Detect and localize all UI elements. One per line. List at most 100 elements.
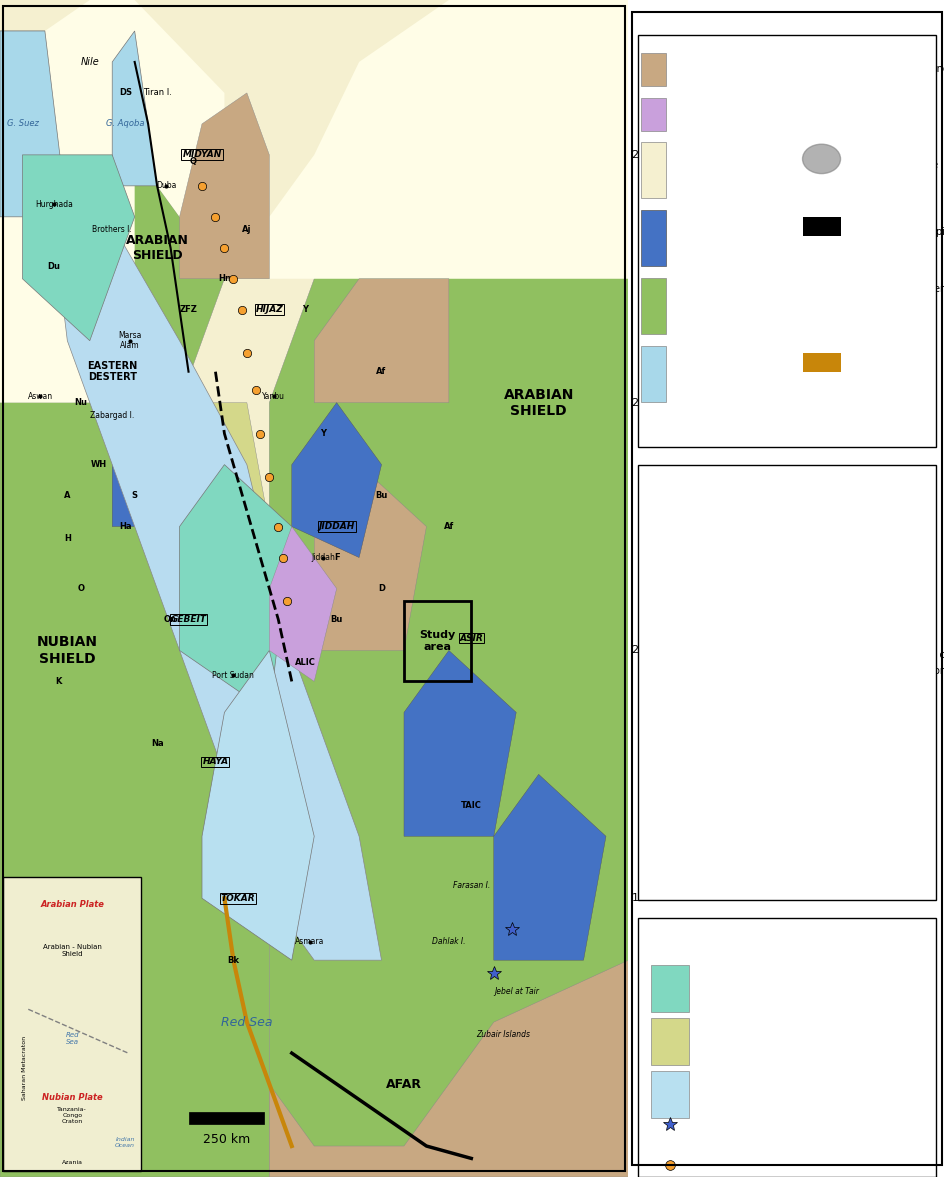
Text: Aj: Aj [242,225,251,234]
Polygon shape [0,155,135,403]
Bar [649,1018,688,1065]
Text: Yanbu suture: Yanbu suture [834,683,897,692]
Text: Zubair Islands: Zubair Islands [475,1030,530,1039]
Text: Aswan: Aswan [27,392,53,401]
Text: Tihama Asir igneous  complex: Tihama Asir igneous complex [834,650,944,659]
Bar [649,965,688,1012]
Text: Y: Y [302,305,308,314]
Text: Ha: Ha [119,523,132,531]
Text: Red
Sea: Red Sea [65,1032,79,1045]
Text: H: H [64,534,71,544]
Polygon shape [313,279,448,403]
Text: Late-stage continental
rifting: Late-stage continental rifting [698,978,807,999]
Text: ARABIAN
SHIELD: ARABIAN SHIELD [503,387,573,418]
Bar [3,877,142,1171]
Text: F: F [333,553,339,563]
Text: Terrane boundary:
suture, shear zone: Terrane boundary: suture, shear zone [846,148,937,169]
Bar [640,53,666,86]
Text: On: On [164,614,177,624]
Polygon shape [179,465,292,712]
Text: Fault and shear zone: Fault and shear zone [644,35,746,45]
Bar [640,211,666,266]
Text: Bu: Bu [644,600,658,610]
Polygon shape [313,465,426,651]
Text: Asmara: Asmara [295,937,324,946]
Text: D: D [644,617,651,626]
Polygon shape [269,0,628,279]
Text: Ajaj shear zone: Ajaj shear zone [675,551,750,560]
Text: ZFZ: ZFZ [179,305,197,314]
Polygon shape [269,526,336,681]
Text: ARABIAN
SHIELD: ARABIAN SHIELD [126,234,189,261]
Text: JIDDAH: JIDDAH [318,523,354,531]
Text: Tiran I.: Tiran I. [143,88,172,98]
Text: EASTERN
DESTERT: EASTERN DESTERT [87,361,137,383]
Text: Farasan I.: Farasan I. [452,882,489,890]
Polygon shape [269,960,628,1177]
Text: 250 km: 250 km [202,1133,249,1146]
Text: Yanbu: Yanbu [262,392,285,401]
Bar [640,346,666,401]
Text: Hn: Hn [801,518,817,527]
Text: S: S [131,491,138,500]
Text: G. Aqoba: G. Aqoba [107,119,144,128]
Text: Fault and shear zone: Fault and shear zone [846,65,944,74]
Text: Nile: Nile [80,56,99,67]
Text: Red Sea deep: Red Sea deep [698,1161,765,1170]
Text: O: O [801,584,810,593]
Text: Fault and shear zone: Fault and shear zone [684,48,786,58]
Text: DS: DS [119,88,132,98]
Polygon shape [0,0,628,1177]
Text: G. Suez: G. Suez [7,119,39,128]
Text: 16°: 16° [631,893,650,903]
Text: TAIC: TAIC [461,800,481,810]
Text: Bi’r Umq suture: Bi’r Umq suture [675,600,752,610]
Text: Na: Na [151,739,163,747]
Text: Allaqi suture: Allaqi suture [675,518,736,527]
Text: 20°: 20° [631,645,650,656]
Text: Hanabiq shear zone: Hanabiq shear zone [834,518,931,527]
Text: Jiddah: Jiddah [311,553,335,563]
Polygon shape [0,0,225,279]
Text: Barka suture: Barka suture [675,584,738,593]
Text: Dahlak I.: Dahlak I. [431,937,465,946]
Polygon shape [0,31,225,403]
Text: Zabargad I.: Zabargad I. [90,411,134,419]
Text: Du: Du [47,261,60,271]
Text: WH: WH [801,666,820,676]
Text: Study
area: Study area [419,631,455,652]
Text: TAIC: TAIC [801,650,826,659]
Text: Hamisana shortening zone: Hamisana shortening zone [675,699,806,709]
Text: East African Rift: East African Rift [846,358,924,367]
Polygon shape [112,31,157,186]
Text: Nu: Nu [75,398,87,407]
Text: Saharan Metacraton: Saharan Metacraton [22,1036,27,1100]
FancyBboxPatch shape [637,918,935,1177]
Text: Jebel at Tair: Jebel at Tair [494,986,538,996]
Text: Transition zone: Transition zone [698,1037,771,1046]
Text: Indian
Ocean: Indian Ocean [115,1137,135,1148]
Text: MIDYAN: MIDYAN [182,151,222,159]
Text: Bu: Bu [375,491,387,500]
Text: Aj: Aj [644,551,654,560]
Text: WH: WH [91,460,107,470]
Text: A: A [644,518,651,527]
Text: Red Sea tectonic divisions: Red Sea tectonic divisions [699,930,873,943]
Text: Nubian Plate: Nubian Plate [42,1093,103,1102]
Text: TOKAR: TOKAR [220,893,255,903]
Text: ALIC: ALIC [644,567,668,577]
Text: Named geologic structures: Named geologic structures [697,483,875,496]
Text: Duwi shear zone: Duwi shear zone [675,650,756,659]
Text: Azania: Azania [61,1161,83,1165]
Polygon shape [135,403,269,588]
Text: Nu: Nu [801,567,817,577]
Text: Bk: Bk [228,956,239,965]
Text: Cenozoic igneous complexs: Cenozoic igneous complexs [672,109,807,119]
Text: Arabian - Nubian
Shield: Arabian - Nubian Shield [42,944,102,957]
Text: HIJAZ: HIJAZ [255,305,283,314]
Bar [188,1112,263,1124]
Text: 28°: 28° [631,149,650,160]
Text: Neoproterozoic medium-
to high-grade schist and gneiss: Neoproterozoic medium- to high-grade sch… [672,227,825,250]
Text: Af: Af [644,534,655,544]
Text: Nakasib suture: Nakasib suture [834,551,906,560]
